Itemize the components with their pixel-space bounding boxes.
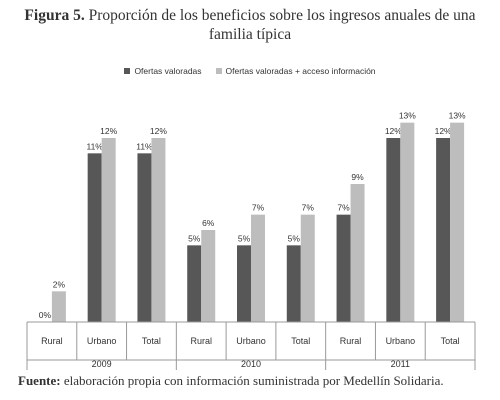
data-label-series-2: 13% xyxy=(449,111,466,121)
data-label-series-2: 13% xyxy=(399,111,416,121)
bar-series-1 xyxy=(386,138,401,322)
x-tick-label: Urbano xyxy=(87,336,117,346)
data-label-series-2: 6% xyxy=(202,218,215,228)
bar-series-2 xyxy=(51,291,66,322)
chart-legend: Ofertas valoradas Ofertas valoradas + ac… xyxy=(0,66,500,76)
data-label-series-1: 11% xyxy=(86,141,103,151)
x-tick-label: Rural xyxy=(340,336,362,346)
x-tick-label: Urbano xyxy=(236,336,266,346)
bar-series-1 xyxy=(436,138,451,322)
x-tick-label: Rural xyxy=(190,336,212,346)
data-label-series-2: 7% xyxy=(302,203,315,213)
legend-item-series-1: Ofertas valoradas xyxy=(124,66,202,76)
figure-title-text: Proporción de los beneficios sobre los i… xyxy=(88,7,476,43)
bar-chart: 0%2%11%12%11%12%5%6%5%7%5%7% 7%9%12%13%12… xyxy=(26,111,476,370)
data-label-series-1: 5% xyxy=(288,233,301,243)
bar-series-2 xyxy=(350,184,365,322)
data-label-series-2: 9% xyxy=(351,172,364,182)
source-label: Fuente: xyxy=(18,373,61,388)
x-tick-label: Total xyxy=(291,336,310,346)
group-year-label: 2009 xyxy=(92,359,112,369)
group-year-label: 2010 xyxy=(241,359,261,369)
bar-series-2 xyxy=(201,230,216,322)
bar-series-1 xyxy=(286,245,301,322)
source-text: elaboración propia con información sumin… xyxy=(63,373,444,388)
bar-series-2 xyxy=(151,138,166,322)
legend-item-series-2: Ofertas valoradas + acceso información xyxy=(215,66,376,76)
data-label-series-2: 2% xyxy=(53,279,66,289)
bar-series-2 xyxy=(450,122,465,323)
data-label-series-1: 5% xyxy=(188,233,201,243)
data-label-series-2: 12% xyxy=(150,126,167,136)
bar-series-2 xyxy=(251,214,265,322)
legend-swatch-series-1 xyxy=(124,68,131,74)
chart-title: Figura 5. Proporción de los beneficios s… xyxy=(20,6,480,44)
data-label-series-1: 12% xyxy=(385,126,402,136)
x-tick-label: Total xyxy=(142,336,161,346)
legend-label-series-1: Ofertas valoradas xyxy=(134,66,202,76)
x-tick-label: Urbano xyxy=(386,336,416,346)
data-label-series-1: 5% xyxy=(238,233,251,243)
x-tick-label: Rural xyxy=(41,336,63,346)
x-tick-label: Total xyxy=(441,336,460,346)
bar-series-1 xyxy=(336,214,351,322)
figure-label: Figura 5. xyxy=(24,7,85,24)
data-label-series-1: 7% xyxy=(337,203,350,213)
bar-series-2 xyxy=(101,138,116,322)
source-note: Fuente: elaboración propia con informaci… xyxy=(18,373,488,389)
legend-swatch-series-2 xyxy=(215,68,222,74)
legend-label-series-2: Ofertas valoradas + acceso información xyxy=(225,66,376,76)
group-year-label: 2011 xyxy=(391,359,410,369)
bar-series-1 xyxy=(237,245,251,322)
bar-series-2 xyxy=(400,122,415,323)
bar-series-1 xyxy=(187,245,202,322)
data-label-series-1: 11% xyxy=(136,141,153,151)
data-label-series-2: 12% xyxy=(100,126,117,136)
bar-series-1 xyxy=(87,153,102,322)
bar-series-1 xyxy=(137,153,152,322)
bar-series-2 xyxy=(300,214,315,322)
data-label-series-1: 12% xyxy=(435,126,452,136)
data-label-series-1: 0% xyxy=(39,310,52,320)
data-label-series-2: 7% xyxy=(252,203,265,213)
